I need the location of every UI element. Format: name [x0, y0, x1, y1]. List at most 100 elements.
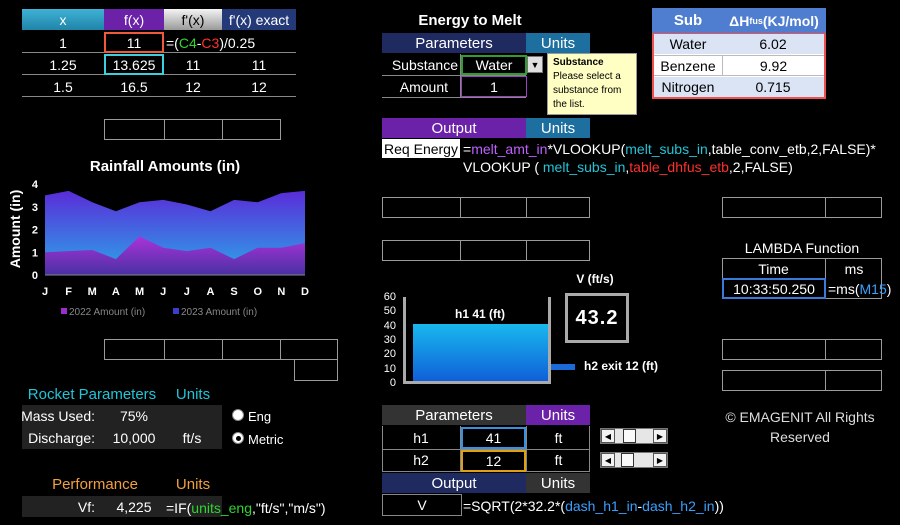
- vf-formula[interactable]: =IF(units_eng,"ft/s","m/s"): [166, 499, 326, 517]
- formula-text: =IF(: [166, 500, 192, 516]
- formula-ref: table_dhfus_etb: [629, 159, 729, 175]
- cell-x-2[interactable]: 1.25: [49, 56, 77, 73]
- formula-text: *VLOOKUP(: [547, 141, 626, 157]
- req-energy-label: Req Energy: [382, 139, 460, 158]
- radio-metric[interactable]: [232, 432, 244, 444]
- divider: [382, 449, 590, 450]
- subs-row-value[interactable]: 6.02: [722, 34, 824, 54]
- tank-y-tick: 60: [383, 291, 396, 303]
- substance-dropdown-button[interactable]: ▼: [527, 56, 543, 73]
- p2-output-header: Output: [382, 473, 526, 493]
- radio-eng[interactable]: [232, 409, 244, 421]
- cell-fx-1[interactable]: 11: [104, 32, 164, 53]
- amount-input[interactable]: 1: [461, 76, 527, 97]
- y-tick-label: 3: [32, 202, 38, 214]
- lambda-time-value[interactable]: 10:33:50.250: [722, 278, 826, 299]
- lambda-title: LAMBDA Function: [744, 240, 860, 256]
- p2-output-units: Units: [526, 473, 590, 493]
- discharge-value[interactable]: 10,000: [112, 430, 156, 446]
- mass-label: Mass Used:: [21, 408, 95, 424]
- legend-swatch: [61, 308, 67, 314]
- y-tick-label: 0: [32, 270, 38, 282]
- perf-title: Performance: [52, 475, 138, 493]
- cell-fx-2[interactable]: 13.625: [104, 54, 164, 75]
- p2-units-header: Units: [526, 405, 590, 425]
- formula-text: VLOOKUP (: [463, 159, 543, 175]
- cell-x-1[interactable]: 1: [59, 34, 67, 51]
- slider-thumb[interactable]: [623, 429, 636, 443]
- subs-header: [652, 8, 826, 33]
- vf-value[interactable]: 4,225: [116, 499, 152, 515]
- perf-row-bg: [22, 496, 222, 517]
- perf-units: Units: [175, 475, 211, 493]
- x-tick-label: J: [160, 286, 166, 298]
- formula-text: ,2,FALSE): [728, 159, 793, 175]
- subs-row-value[interactable]: 0.715: [722, 77, 824, 97]
- h2-slider[interactable]: ◀ ▶: [600, 452, 668, 468]
- grid-box: [104, 119, 280, 140]
- divider: [825, 339, 826, 360]
- p2-h2-unit: ft: [554, 452, 563, 468]
- tooltip-title: Substance: [553, 57, 604, 68]
- subs-row-value[interactable]: 9.92: [722, 55, 824, 76]
- x-tick-label: J: [42, 286, 48, 298]
- tank-outline: [403, 297, 551, 384]
- divider: [382, 75, 526, 76]
- legend-swatch: [173, 308, 179, 314]
- slider-left-arrow-icon[interactable]: ◀: [601, 453, 615, 467]
- divider: [460, 54, 461, 98]
- radio-metric-label: Metric: [248, 431, 284, 447]
- slider-left-arrow-icon[interactable]: ◀: [601, 429, 615, 443]
- grid-box: [722, 339, 882, 360]
- grid-box: [104, 339, 338, 360]
- formula-text: =: [463, 141, 472, 157]
- subs-header-dh: ΔH fus (KJ/mol): [722, 9, 826, 32]
- h2-label: h2 exit 12 (ft): [584, 359, 659, 373]
- divider: [222, 339, 223, 360]
- cell-exact-3[interactable]: 12: [251, 78, 267, 95]
- formula-ref: melt_amt_in: [471, 141, 548, 157]
- substance-select[interactable]: Water: [461, 55, 527, 75]
- deriv-header-exact: f'(x) exact: [222, 9, 296, 30]
- y-tick-label: 2: [32, 225, 38, 237]
- grid-box: [382, 197, 590, 218]
- p2-h2-value[interactable]: 12: [461, 450, 526, 472]
- deriv-formula[interactable]: =(C4-C3)/0.25: [166, 34, 255, 52]
- h1-slider[interactable]: ◀ ▶: [600, 428, 668, 444]
- formula-ref-c3: C3: [201, 35, 220, 51]
- x-tick-label: D: [301, 286, 309, 298]
- tank-y-tick: 0: [389, 376, 396, 389]
- lambda-formula[interactable]: =ms(M15): [828, 280, 891, 298]
- cell-fpx-3[interactable]: 12: [185, 78, 201, 95]
- formula-text: =(: [166, 35, 179, 51]
- subs-row-name[interactable]: Nitrogen: [654, 77, 722, 97]
- divider: [460, 426, 461, 472]
- p2-h1-value[interactable]: 41: [461, 427, 526, 449]
- energy-params-header: Parameters: [382, 33, 526, 53]
- cell-fpx-2[interactable]: 11: [185, 56, 201, 73]
- y-tick-label: 1: [32, 247, 38, 259]
- discharge-label: Discharge:: [28, 430, 95, 446]
- chart-title: Rainfall Amounts (in): [89, 157, 241, 175]
- p2-h1-unit: ft: [554, 430, 563, 446]
- cell-x-3[interactable]: 1.5: [53, 78, 73, 95]
- cell-fx-3[interactable]: 16.5: [120, 78, 148, 95]
- x-tick-label: M: [88, 286, 97, 298]
- slider-right-arrow-icon[interactable]: ▶: [653, 453, 667, 467]
- x-tick-label: O: [253, 286, 262, 298]
- mass-value[interactable]: 75%: [119, 408, 149, 424]
- subs-row-name[interactable]: Water: [654, 34, 722, 54]
- v-label: V (ft/s): [576, 272, 614, 286]
- amount-label: Amount: [399, 79, 448, 95]
- slider-thumb[interactable]: [621, 453, 634, 467]
- subs-row-name[interactable]: Benzene: [654, 55, 722, 76]
- req-energy-formula[interactable]: =melt_amt_in*VLOOKUP(melt_subs_in,table_…: [463, 140, 876, 176]
- formula-text: ,: [625, 159, 630, 175]
- lambda-time-label: Time: [758, 260, 789, 277]
- p2-v-formula[interactable]: =SQRT(2*32.2*(dash_h1_in-dash_h2_in)): [463, 497, 724, 515]
- tank-axis: 60 50 40 30 20 10 0: [372, 291, 396, 389]
- dh-units: (KJ/mol): [762, 12, 819, 29]
- x-tick-label: S: [230, 286, 237, 298]
- cell-exact-2[interactable]: 11: [251, 56, 267, 73]
- slider-right-arrow-icon[interactable]: ▶: [653, 429, 667, 443]
